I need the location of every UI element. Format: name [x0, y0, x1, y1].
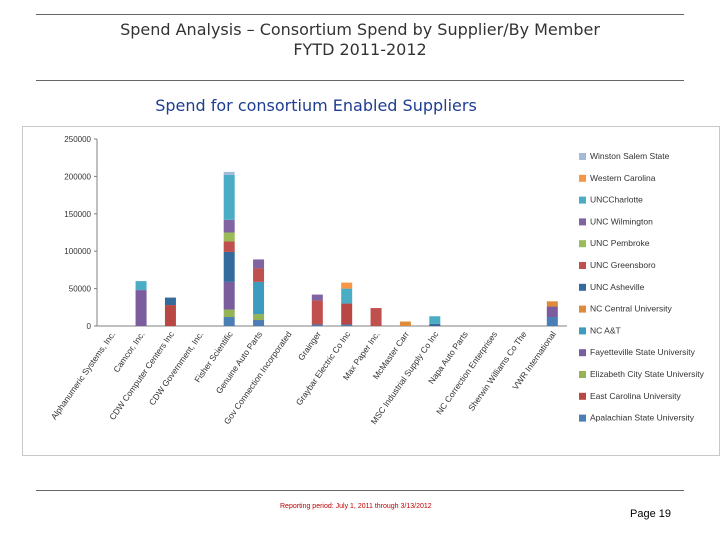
legend-swatch — [579, 349, 586, 357]
bar-segment — [341, 324, 353, 326]
legend-swatch — [579, 240, 586, 248]
bar-segment — [253, 259, 265, 269]
slide-title: Spend Analysis – Consortium Spend by Sup… — [0, 20, 720, 60]
legend-label: UNC Pembroke — [590, 238, 650, 248]
legend-swatch — [579, 196, 586, 204]
slide-title-line1: Spend Analysis – Consortium Spend by Sup… — [120, 20, 600, 39]
y-tick-label: 50000 — [69, 285, 92, 294]
title-rule — [36, 80, 684, 81]
x-tick-label: Alphanumeric Systems, Inc. — [49, 329, 118, 421]
legend-label: NC Central University — [590, 304, 672, 314]
x-tick-label: Graybar Electric Co Inc — [294, 329, 353, 407]
legend-swatch — [579, 153, 586, 160]
bar-segment — [223, 171, 235, 175]
bar-segment — [223, 219, 235, 233]
bar-segment — [253, 314, 265, 321]
legend-swatch — [579, 327, 586, 335]
legend-label: UNC Wilmington — [590, 216, 653, 226]
bar-segment — [399, 321, 411, 326]
chart-frame: 0 50000 100000 150000 200000 250000 Alphanumer… — [22, 126, 720, 456]
y-tick-label: 0 — [87, 322, 92, 331]
bar-segment — [164, 305, 176, 326]
chart-title: Spend for consortium Enabled Suppliers — [155, 96, 477, 115]
x-tick-label: CDW Government, Inc. — [147, 329, 206, 407]
bar-segment — [311, 300, 323, 325]
bar-segment — [223, 174, 235, 220]
top-rule — [36, 14, 684, 15]
bar-segment — [429, 316, 441, 324]
y-tick-label: 200000 — [64, 172, 91, 181]
footer-rule — [36, 490, 684, 491]
bar-segment — [311, 294, 323, 301]
legend-swatch — [579, 174, 586, 182]
legend-label: East Carolina University — [590, 391, 681, 401]
reporting-period: Reporting period: July 1, 2011 through 3… — [280, 503, 432, 510]
bar-segment — [223, 232, 235, 242]
legend-swatch — [579, 371, 586, 378]
legend-label: UNC Asheville — [590, 282, 645, 292]
bar-segment — [370, 308, 382, 326]
bar-segment — [223, 281, 235, 310]
bar-segment — [311, 324, 323, 326]
legend-swatch — [579, 414, 586, 422]
slide-title-line2: FYTD 2011-2012 — [293, 40, 427, 59]
legend-label: Western Carolina — [590, 173, 656, 183]
legend-label: UNCCharlotte — [590, 195, 643, 205]
bar-segment — [253, 268, 265, 282]
x-tick-label: Grainger — [296, 329, 323, 362]
legend-swatch — [579, 218, 586, 226]
bar-segment — [429, 323, 441, 326]
bar-segment — [341, 303, 353, 325]
bar-segment — [546, 306, 558, 318]
legend-swatch — [579, 283, 586, 291]
bar-segment — [546, 301, 558, 307]
legend-label: NC A&T — [590, 325, 621, 335]
bar-segment — [223, 309, 235, 318]
y-tick-label: 150000 — [64, 210, 91, 219]
bar-segment — [253, 281, 265, 315]
stacked-bar-chart: 0 50000 100000 150000 200000 250000 Alphanumer… — [49, 135, 705, 426]
bar-segment — [135, 281, 147, 291]
bar-segment — [546, 317, 558, 326]
legend-swatch — [579, 305, 586, 313]
legend-swatch — [579, 262, 586, 269]
y-tick-label: 100000 — [64, 247, 91, 256]
legend-label: Apalachian State University — [590, 413, 695, 423]
legend-swatch — [579, 392, 586, 400]
y-tick-label: 250000 — [64, 135, 91, 144]
x-tick-label: Sherwin Williams Co The — [466, 329, 529, 413]
bar-segment — [341, 288, 353, 304]
legend-label: Elizabeth City State University — [590, 369, 705, 379]
bar-segment — [223, 241, 235, 252]
bar-segment — [164, 297, 176, 306]
bar-segment — [223, 317, 235, 326]
legend-label: UNC Greensboro — [590, 260, 656, 270]
page-number: Page 19 — [630, 508, 671, 520]
bar-segment — [253, 320, 265, 326]
bar-segment — [135, 290, 147, 326]
legend-label: Fayetteville State University — [590, 347, 696, 357]
bar-segment — [223, 251, 235, 282]
legend-label: Winston Salem State — [590, 151, 670, 161]
bar-segment — [341, 282, 353, 289]
